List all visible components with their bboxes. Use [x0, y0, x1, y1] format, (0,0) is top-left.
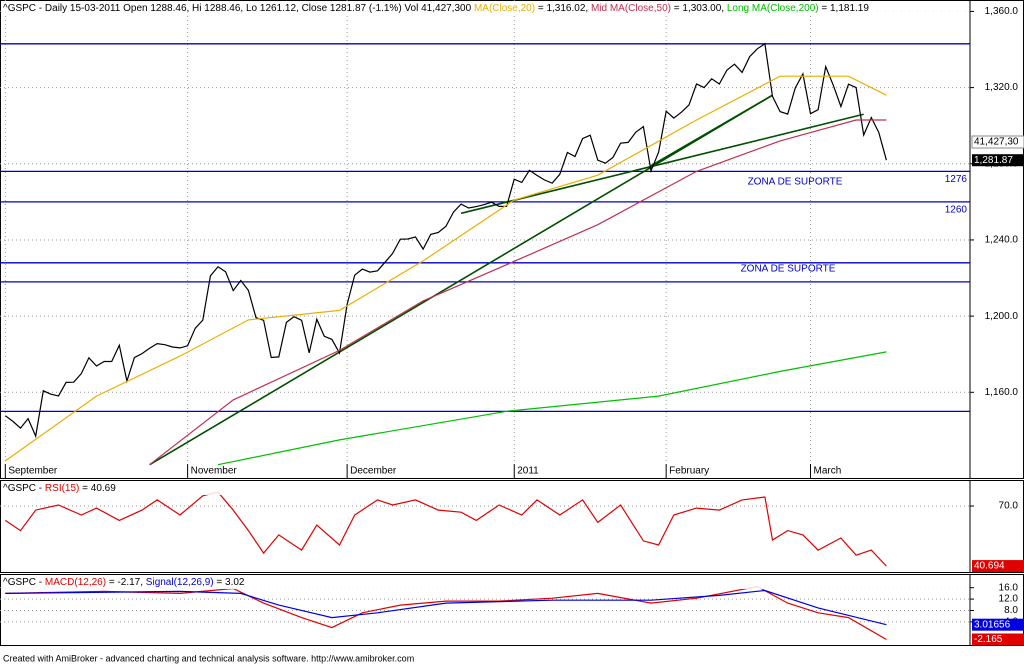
- y-tick-label: 1,200.0: [985, 311, 1019, 322]
- volume-box: [971, 135, 1024, 149]
- header-bg: [1, 481, 969, 495]
- legend-name: RSI(15): [45, 483, 82, 494]
- annotation: ZONA DE SUPORTE: [748, 177, 843, 188]
- header-bg: [1, 575, 969, 589]
- legend-value: = 40.69: [82, 483, 116, 494]
- legend-name: Signal(12,26,9): [146, 577, 217, 588]
- legend-name: MA(Close,20): [474, 3, 538, 14]
- series-line: [217, 351, 887, 466]
- series-line: [5, 585, 887, 641]
- x-tick-label: November: [191, 466, 238, 477]
- header-text: ^GSPC -: [3, 483, 45, 494]
- value-box-label: 3.01656: [974, 619, 1011, 630]
- legend-value: = 1,316.02,: [538, 3, 591, 14]
- legend-value: = 3.02: [216, 577, 245, 588]
- y-tick-label: 1,360.0: [985, 6, 1019, 17]
- value-box: [972, 618, 1024, 631]
- footer: Created with AmiBroker - advanced charti…: [3, 653, 414, 663]
- y-tick-label: 1,240.0: [985, 235, 1019, 246]
- y-tick-label: 12.0: [999, 594, 1019, 605]
- series-line: [4, 75, 887, 462]
- x-tick-label: 2011: [517, 466, 539, 477]
- y-tick-label: 1,160.0: [985, 387, 1019, 398]
- panel-header: ^GSPC - MACD(12,26) = -2.17, Signal(12,2…: [3, 577, 245, 588]
- x-tick-label: September: [8, 466, 58, 477]
- y-tick-label: 16.0: [999, 582, 1019, 593]
- x-tick-label: February: [669, 466, 709, 477]
- trend-line: [149, 94, 773, 466]
- trend-line: [650, 94, 773, 167]
- legend-name: MACD(12,26): [45, 577, 109, 588]
- y-tick-label: 70.0: [999, 501, 1019, 512]
- value-box-label: 1,281.87: [974, 155, 1013, 166]
- legend-value: = 1,181.19: [821, 3, 869, 14]
- trend-line: [460, 113, 864, 215]
- header-text: ^GSPC -: [3, 577, 45, 588]
- panel-header: ^GSPC - RSI(15) = 40.69: [3, 483, 116, 494]
- x-tick-label: December: [350, 466, 397, 477]
- legend-value: = -2.17,: [109, 577, 146, 588]
- volume-box-label: 41,427,30: [974, 137, 1019, 148]
- y-tick-label: 8.0: [1004, 605, 1018, 616]
- legend-name: Mid MA(Close,50): [591, 3, 674, 14]
- annotation: ZONA DE SUPORTE: [741, 264, 836, 275]
- value-box: [972, 560, 1024, 573]
- series-line: [5, 589, 887, 626]
- panel-header: ^GSPC - Daily 15-03-2011 Open 1288.46, H…: [3, 3, 869, 14]
- header-text: ^GSPC - Daily 15-03-2011 Open 1288.46, H…: [3, 3, 474, 14]
- y-tick-label: 1,320.0: [985, 82, 1019, 93]
- value-box: [972, 154, 1024, 167]
- legend-name: Long MA(Close,200): [727, 3, 822, 14]
- series-line: [4, 42, 887, 439]
- x-tick-label: March: [813, 466, 841, 477]
- value-box: [972, 633, 1024, 646]
- legend-value: = 1,303.00,: [674, 3, 727, 14]
- level-label: 1260: [945, 205, 968, 216]
- header-bg: [1, 1, 969, 15]
- value-box-label: 40.694: [974, 561, 1005, 572]
- series-line: [4, 491, 887, 567]
- level-label: 1276: [945, 174, 968, 185]
- series-line: [149, 119, 887, 466]
- value-box-label: -2.165: [974, 634, 1003, 645]
